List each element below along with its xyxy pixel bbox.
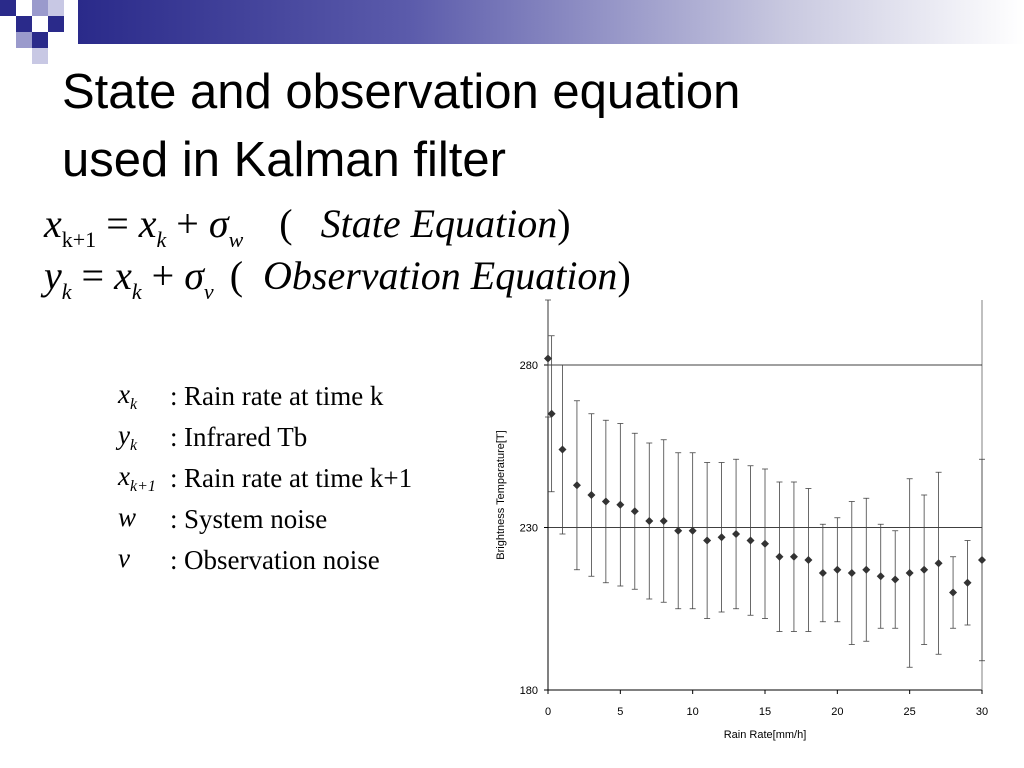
data-point [833,565,842,574]
data-point [818,569,827,577]
data-point [547,409,556,418]
definition-row: xk+1 : Rain rate at time k+1 [110,458,412,499]
sigma-symbol: σ [184,253,204,298]
data-point [746,536,755,545]
brightness-temperature-chart: 180 230 280 0 5 10 15 20 25 30 Rain Rate[mm/h] Brig… [495,299,988,741]
data-point [616,500,625,509]
state-lhs: x [44,201,62,246]
state-sigma-sub: w [228,227,244,252]
data-point [572,481,581,490]
data-point [659,517,668,525]
data-point [891,575,900,584]
data-point [804,556,813,564]
title-line-1: State and observation equation [62,65,741,119]
obs-sigma-sub: v [203,279,214,304]
x-axis-label: Rain Rate[mm/h] [724,729,807,741]
obs-paren-close: ) [617,253,631,298]
state-lhs-sub: k+1 [61,227,97,252]
definition-text: Observation noise [184,545,380,575]
y-axis-label: Brightness Temperature[T] [495,430,507,559]
state-rhs-x: x [138,201,157,246]
data-point [544,354,552,363]
observation-equation: yk = xk + σv ( Observation Equation) [44,252,631,305]
definition-colon: : [170,422,178,452]
x-tick-label: 0 [545,706,551,718]
obs-lhs: y [44,253,62,298]
obs-rhs-x: x [114,253,132,298]
title-line-2: used in Kalman filter [62,133,506,187]
data-point [717,533,726,542]
state-paren-open: ( [279,201,293,246]
x-tick-label: 20 [831,706,843,718]
x-tick-label: 15 [759,706,771,718]
data-point [920,565,929,574]
data-point [789,552,798,561]
equals-sign: = [106,201,129,246]
y-tick-label: 230 [520,523,538,535]
definition-symbol: xk [118,379,138,413]
data-point [862,565,871,574]
definition-colon: : [170,545,178,575]
data-point [934,559,943,568]
definitions-list: xk : Rain rate at time k yk : Infrared T… [110,376,412,581]
data-point [847,569,856,577]
obs-paren-open: ( [229,253,244,298]
data-point [703,536,712,545]
state-equation-label: State Equation [320,201,558,246]
data-point [949,588,958,597]
definition-symbol: v [118,543,130,573]
x-tick-label: 25 [904,706,916,718]
data-point [688,526,697,535]
slide-title: State and observation equation used in K… [62,58,740,194]
obs-rhs-x-sub: k [131,279,142,304]
data-point [978,556,986,564]
definition-text: System noise [184,504,328,534]
y-tick-label: 280 [520,360,538,372]
definition-text: Infrared Tb [184,422,308,452]
x-tick-label: 5 [617,706,623,718]
data-point [761,539,769,548]
sigma-symbol: σ [208,201,229,246]
state-equation: xk+1 = xk + σw ( State Equation) [44,200,571,253]
definition-row: yk : Infrared Tb [110,417,412,458]
definition-symbol: w [118,502,137,532]
obs-lhs-sub: k [61,279,72,304]
data-point [645,517,654,525]
plus-sign: + [151,253,175,298]
definition-text: Rain rate at time k+1 [184,463,413,493]
definition-row: v : Observation noise [110,540,412,581]
plus-sign: + [176,201,199,246]
header-gradient-bar [78,0,1024,44]
data-point [775,552,784,561]
data-point [732,530,741,538]
x-tick-label: 10 [687,706,699,718]
definition-colon: : [170,381,178,411]
definition-text: Rain rate at time k [184,381,384,411]
definition-colon: : [170,504,178,534]
data-point [630,507,639,516]
definition-row: w : System noise [110,499,412,540]
data-point [963,578,972,587]
x-tick-label: 30 [976,706,988,718]
data-point [905,569,914,577]
state-paren-close: ) [557,201,571,246]
data-point [601,497,610,506]
definition-row: xk : Rain rate at time k [110,376,412,417]
definition-colon: : [170,463,178,493]
state-rhs-x-sub: k [156,227,167,252]
obs-equation-label: Observation Equation [263,253,618,298]
y-tick-label: 180 [520,685,538,697]
data-point [558,445,567,454]
definition-symbol: xk+1 [118,461,156,495]
definition-symbol: yk [118,420,138,454]
data-point [876,572,885,581]
data-point [587,491,596,499]
data-point [674,526,683,535]
decorative-squares [0,0,80,64]
equals-sign: = [81,253,105,298]
